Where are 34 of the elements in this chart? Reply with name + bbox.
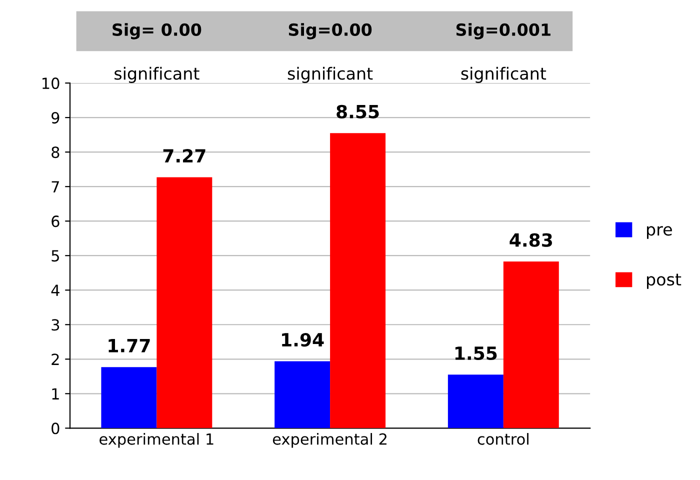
data-label: 8.55 xyxy=(336,104,379,118)
bar xyxy=(448,374,504,428)
text: Sig=0.001 xyxy=(456,23,550,40)
x-tick-label: experimental 2 xyxy=(272,433,386,448)
bar xyxy=(330,133,386,428)
y-tick-label: 6 xyxy=(52,216,60,228)
text: Sig=0.00 xyxy=(288,23,372,40)
y-tick-label: 10 xyxy=(42,78,60,90)
data-label: 1.55 xyxy=(455,346,497,360)
y-tick-label: 2 xyxy=(52,354,59,365)
bar xyxy=(503,261,559,428)
y-tick-label: 9 xyxy=(52,112,60,124)
annotation: significant xyxy=(114,66,200,84)
bar xyxy=(156,177,212,428)
y-tick-label: 5 xyxy=(52,250,59,262)
y-tick-label: 0 xyxy=(52,422,60,434)
y-tick-label: 4 xyxy=(51,284,60,296)
legend-label: post xyxy=(647,274,682,289)
annotation: significant xyxy=(288,66,373,84)
data-label: 4.83 xyxy=(510,233,552,247)
bar xyxy=(274,361,330,428)
bar xyxy=(101,367,157,428)
y-tick-label: 7 xyxy=(52,181,59,192)
y-tick-label: 3 xyxy=(52,319,60,331)
x-tick-label: experimental 1 xyxy=(100,433,214,448)
data-label: 7.27 xyxy=(163,148,206,162)
text: Sig= 0.00 xyxy=(112,23,202,40)
annotation: significant xyxy=(461,66,546,84)
data-label: 1.77 xyxy=(108,339,150,352)
x-tick-label: control xyxy=(478,433,528,445)
legend-label: pre xyxy=(647,226,672,239)
y-tick-label: 8 xyxy=(52,146,60,158)
y-tick-label: 1 xyxy=(52,388,59,400)
data-label: 1.94 xyxy=(282,332,324,347)
